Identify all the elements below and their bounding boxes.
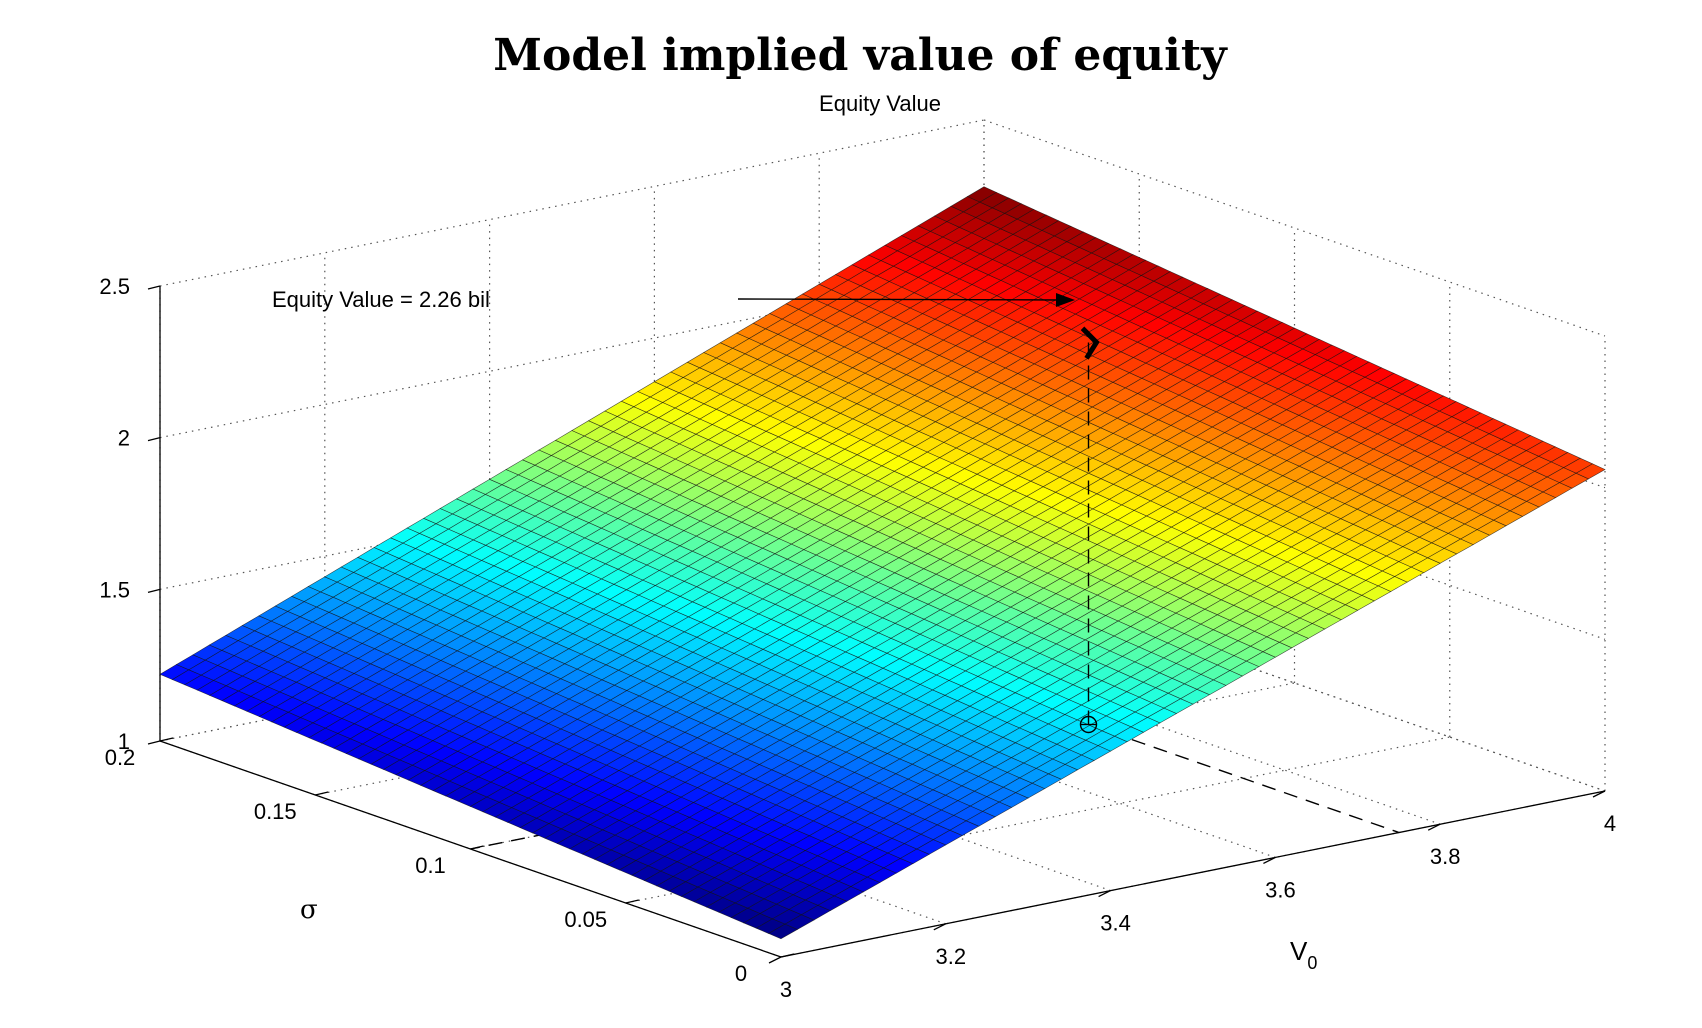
tick-labels: 3 3.2 3.4 3.6 3.8 4 0 0.05 0.1 0.15 0.21 1.5 2 2.5	[99, 274, 1616, 1002]
x-tick-label: 3.8	[1430, 844, 1461, 869]
x-axis-label: V0	[1290, 936, 1317, 973]
x-axis-line	[780, 790, 1606, 958]
annotation-arrow-line	[737, 298, 1063, 301]
y-tick-label: 0.15	[254, 799, 297, 824]
x-tick-mark	[1592, 790, 1606, 798]
marker-guide-x	[1088, 723, 1400, 834]
z-tick-label: 2.5	[99, 274, 130, 299]
y-tick-label: 0.1	[415, 853, 446, 878]
x-tick-mark	[1427, 823, 1441, 831]
z-tick-mark	[147, 588, 161, 593]
y-tick-label: 0	[735, 961, 747, 986]
y-axis-label: σ	[300, 895, 318, 925]
annotation-arrowhead	[1056, 293, 1075, 307]
annotation-label: Equity Value = 2.26 bil	[272, 287, 490, 312]
x-tick-mark	[1263, 856, 1276, 864]
x-tick-label: 4	[1604, 811, 1616, 836]
chart-title: Model implied value of equity	[493, 30, 1228, 81]
x-tick-mark	[933, 923, 947, 931]
z-tick-mark	[147, 285, 161, 290]
y-tick-label: 0.05	[564, 907, 607, 932]
y-tick-mark	[625, 899, 639, 904]
x-tick-label: 3.2	[936, 944, 967, 969]
y-tick-mark	[780, 953, 795, 958]
z-tick-label: 1.5	[99, 577, 130, 602]
z-tick-mark	[147, 437, 161, 442]
z-tick-mark	[147, 740, 161, 745]
y-tick-mark	[159, 737, 174, 742]
marker	[1079, 326, 1100, 734]
chart-subtitle: Equity Value	[819, 91, 941, 116]
x-tick-label: 3.6	[1265, 877, 1296, 902]
x-tick-mark	[768, 956, 782, 964]
surface	[159, 186, 1606, 940]
z-tick-label: 2	[118, 426, 130, 451]
marker-point	[1080, 326, 1100, 360]
x-tick-label: 3.4	[1100, 911, 1131, 936]
surface-patch	[1575, 463, 1606, 480]
x-tick-label: 3	[780, 977, 792, 1002]
x-tick-mark	[1098, 890, 1111, 898]
y-tick-mark	[315, 791, 329, 796]
z-tick-label: 1	[118, 729, 130, 754]
y-tick-label: 0.2	[105, 745, 136, 770]
